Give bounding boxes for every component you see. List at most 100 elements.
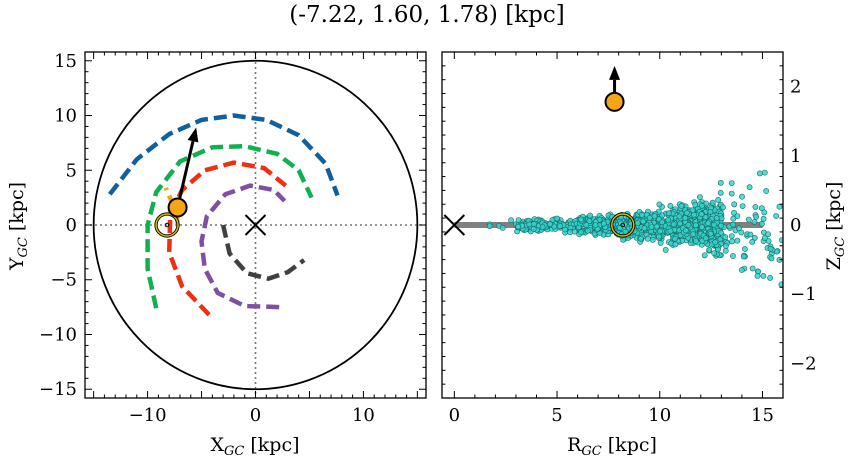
- x-tick-label: 0: [250, 405, 261, 426]
- scatter-point: [702, 235, 709, 242]
- scatter-point: [637, 235, 644, 242]
- scatter-point: [715, 196, 721, 203]
- scatter-point: [587, 212, 593, 219]
- scatter-point: [672, 235, 678, 242]
- y-tick-label: −2: [790, 353, 817, 374]
- scatter-point: [667, 202, 674, 209]
- scatter-point: [551, 223, 558, 230]
- scatter-point: [646, 214, 653, 221]
- scatter-point: [526, 221, 533, 228]
- scatter-point: [709, 199, 716, 206]
- scatter-point: [705, 220, 711, 227]
- scatter-point: [530, 226, 537, 232]
- scatter-point: [659, 219, 665, 226]
- scatter-point: [753, 213, 759, 220]
- spiral-arm-5: [220, 224, 306, 282]
- scatter-point: [752, 204, 759, 210]
- scatter-point: [699, 224, 705, 230]
- scatter-point: [707, 208, 714, 215]
- scatter-point: [749, 238, 756, 245]
- scatter-point: [717, 189, 724, 196]
- scatter-point: [672, 241, 679, 248]
- scatter-points: [486, 169, 783, 288]
- scatter-point: [707, 230, 714, 237]
- scatter-point: [731, 201, 738, 208]
- scatter-point: [763, 188, 770, 194]
- y-tick-label: 1: [790, 146, 801, 167]
- scatter-point: [554, 215, 560, 222]
- scatter-point: [693, 238, 699, 244]
- scatter-point: [718, 229, 724, 236]
- scatter-point: [508, 217, 514, 224]
- scatter-point: [760, 215, 767, 222]
- scatter-point: [499, 224, 506, 231]
- scatter-point: [634, 220, 641, 226]
- scatter-point: [584, 227, 591, 234]
- scatter-point: [740, 253, 747, 260]
- scatter-point: [685, 222, 692, 228]
- star-marker: [167, 197, 188, 218]
- x-tick-label: 0: [449, 405, 460, 426]
- y-tick-label: 2: [790, 77, 801, 98]
- scatter-point: [739, 193, 745, 200]
- y-tick-label: −15: [39, 379, 77, 400]
- scatter-point: [739, 203, 746, 209]
- scatter-point: [641, 225, 648, 232]
- velocity-arrow-head: [187, 127, 199, 143]
- x-tick-label: 15: [751, 405, 774, 426]
- scatter-point: [749, 265, 756, 272]
- scatter-point: [648, 224, 655, 230]
- right-plot-area: [443, 65, 783, 288]
- velocity-arrow-head: [609, 65, 621, 80]
- scatter-point: [746, 184, 753, 191]
- scatter-point: [649, 236, 656, 243]
- scatter-point: [678, 203, 685, 209]
- scatter-point: [701, 252, 708, 259]
- scatter-point: [657, 228, 663, 235]
- scatter-point: [765, 231, 771, 238]
- y-axis-label: ZGC [kpc]: [823, 182, 848, 271]
- scatter-point: [557, 223, 563, 229]
- scatter-point: [601, 220, 607, 227]
- y-axis-label: YGC [kpc]: [6, 182, 31, 271]
- scatter-point: [717, 179, 724, 186]
- scatter-point: [728, 190, 735, 197]
- scatter-point: [665, 210, 672, 217]
- scatter-point: [515, 223, 522, 230]
- scatter-point: [734, 213, 741, 219]
- galactic-center-marker: [443, 214, 466, 236]
- scatter-point: [734, 237, 741, 244]
- scatter-point: [751, 219, 758, 225]
- scatter-point: [698, 211, 705, 218]
- scatter-point: [644, 235, 651, 242]
- right-axis-ticks: [442, 51, 784, 399]
- scatter-point: [665, 216, 672, 223]
- galaxy-boundary-circle: [92, 59, 419, 391]
- scatter-point: [712, 239, 719, 246]
- left-panel: −10 0 10 −15 −10 −5 0 5 10 15 XGC [kpc] YGC [kpc]: [6, 51, 427, 459]
- x-tick-label: 5: [551, 405, 562, 426]
- scatter-point: [760, 272, 767, 279]
- scatter-point: [640, 218, 646, 225]
- y-tick-label: 0: [66, 215, 77, 236]
- x-axis-label: RGC [kpc]: [567, 434, 657, 459]
- spiral-arm-1: [108, 113, 340, 197]
- scatter-point: [639, 212, 645, 218]
- spiral-arm-4: [199, 183, 287, 310]
- sun-center-dot: [164, 222, 170, 228]
- scatter-point: [539, 224, 546, 230]
- scatter-point: [761, 209, 768, 216]
- scatter-point: [723, 243, 729, 249]
- figure-title: (-7.22, 1.60, 1.78) [kpc]: [289, 2, 565, 28]
- scatter-point: [578, 216, 584, 223]
- scatter-point: [728, 180, 735, 186]
- x-tick-label: 10: [648, 405, 671, 426]
- scatter-point: [722, 234, 729, 240]
- scatter-point: [691, 211, 697, 218]
- x-axis-label: XGC [kpc]: [210, 434, 299, 459]
- scatter-point: [762, 235, 768, 241]
- scatter-point: [745, 216, 752, 223]
- scatter-point: [756, 170, 763, 177]
